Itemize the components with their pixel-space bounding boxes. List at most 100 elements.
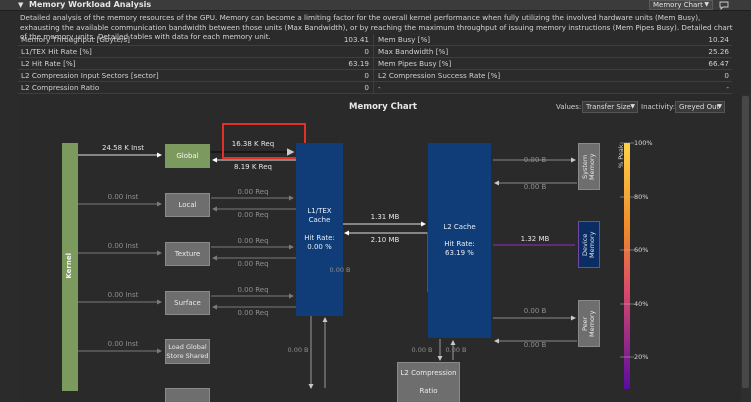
load-global-store-shared-node[interactable]: Load Global Store Shared: [165, 339, 210, 364]
legend-tick: 100%: [634, 139, 653, 147]
section-title[interactable]: Memory Workload Analysis: [29, 0, 152, 9]
metric-value: 0: [364, 83, 369, 92]
l1-down-value: 0.00 B: [329, 266, 351, 274]
table-row: L2 Compression Ratio 0 - -: [18, 82, 732, 94]
table-row: L2 Hit Rate [%] 63.19 Mem Pipes Busy [%]…: [18, 58, 732, 70]
global-node[interactable]: Global: [165, 144, 210, 168]
surface-node[interactable]: Surface: [165, 291, 210, 315]
req-texture-in-value: 0.00 Req: [237, 237, 269, 245]
l1-down-value-2: 0.00 B: [287, 346, 309, 354]
metric-value: 0: [724, 71, 729, 80]
metric-value: 63.19: [348, 59, 369, 68]
metric-value: -: [726, 83, 729, 92]
table-row: L1/TEX Hit Rate [%] 0 Max Bandwidth [%] …: [18, 46, 732, 58]
metric-label: L2 Compression Input Sectors [sector]: [21, 71, 159, 80]
l1-tex-cache-node[interactable]: L1/TEX Cache Hit Rate: 0.00 %: [296, 143, 343, 316]
values-dropdown-value: Transfer Size: [586, 103, 631, 111]
l2-compression-ratio-label: Ratio: [419, 387, 438, 395]
sys-in-value: 0.00 B: [523, 156, 547, 164]
l1-cache-title: L1/TEX Cache: [307, 207, 332, 224]
metric-label: Max Bandwidth [%]: [378, 47, 449, 56]
section-description: Detailed analysis of the memory resource…: [20, 13, 733, 41]
legend-tick: 80%: [634, 193, 649, 201]
system-memory-label: System Memory: [581, 153, 596, 181]
metric-label: Memory Throughput [Gbyte/s]: [21, 35, 130, 44]
device-memory-node[interactable]: Device Memory: [578, 221, 600, 268]
chevron-down-icon: ▼: [630, 103, 635, 110]
metric-label: L2 Compression Success Rate [%]: [378, 71, 501, 80]
inst-global-value: 24.58 K Inst: [102, 144, 144, 152]
metric-label: L2 Hit Rate [%]: [21, 59, 76, 68]
req-global-out-value: 8.19 K Req: [234, 163, 272, 171]
peer-out-value: 0.00 B: [523, 341, 547, 349]
chevron-down-icon: ▼: [717, 103, 722, 110]
metric-value: 10.24: [708, 35, 729, 44]
legend-tick: 20%: [634, 353, 649, 361]
l2-hit-rate-label: Hit Rate:: [444, 240, 475, 248]
view-dropdown-value: Memory Chart: [653, 1, 703, 9]
metric-value: 103.41: [343, 35, 369, 44]
l2c-in-value: 0.00 B: [411, 346, 433, 354]
l1-hit-rate-value: 0.00 %: [307, 243, 332, 251]
metric-value: 66.47: [708, 59, 729, 68]
metric-value: 0: [364, 47, 369, 56]
metric-value: 0: [364, 71, 369, 80]
values-dropdown[interactable]: Transfer Size ▼: [582, 101, 638, 113]
metric-value: 25.26: [708, 47, 729, 56]
metric-label: Mem Pipes Busy [%]: [378, 59, 452, 68]
highlight-box: [222, 123, 306, 159]
values-label: Values:: [556, 103, 582, 111]
peer-memory-node[interactable]: Peer Memory: [578, 300, 600, 347]
inst-texture-value: 0.00 Inst: [107, 242, 139, 250]
local-node[interactable]: Local: [165, 193, 210, 217]
legend-title: % Peak: [617, 144, 625, 168]
l2-compression-node[interactable]: L2 Compression Ratio: [397, 362, 460, 402]
inst-local-value: 0.00 Inst: [107, 193, 139, 201]
device-memory-label: Device Memory: [581, 231, 596, 259]
req-surface-out-value: 0.00 Req: [237, 309, 269, 317]
l1-to-l2-value: 1.31 MB: [370, 213, 400, 221]
l2-cache-title: L2 Cache: [443, 223, 476, 231]
chart-title: Memory Chart: [349, 102, 417, 112]
inst-loadglobal-value: 0.00 Inst: [107, 340, 139, 348]
chevron-down-icon: ▼: [704, 1, 709, 8]
req-texture-out-value: 0.00 Req: [237, 260, 269, 268]
req-local-in-value: 0.00 Req: [237, 188, 269, 196]
system-memory-node[interactable]: System Memory: [578, 143, 600, 190]
inactivity-label: Inactivity:: [641, 103, 676, 111]
next-unit-node[interactable]: [165, 388, 210, 402]
inactivity-dropdown-value: Greyed Out: [679, 103, 720, 111]
peer-in-value: 0.00 B: [523, 307, 547, 315]
table-row: Memory Throughput [Gbyte/s] 103.41 Mem B…: [18, 34, 732, 46]
l2c-out-value: 0.00 B: [445, 346, 467, 354]
kernel-label: Kernel: [65, 253, 73, 279]
comment-icon[interactable]: [719, 0, 729, 11]
kernel-node[interactable]: Kernel: [62, 143, 78, 391]
inactivity-dropdown[interactable]: Greyed Out ▼: [675, 101, 725, 113]
metric-label: L1/TEX Hit Rate [%]: [21, 47, 92, 56]
sys-out-value: 0.00 B: [523, 183, 547, 191]
view-dropdown[interactable]: Memory Chart ▼: [649, 0, 713, 10]
legend-tick: 60%: [634, 246, 649, 254]
texture-node[interactable]: Texture: [165, 242, 210, 266]
scrollbar-thumb[interactable]: [742, 96, 749, 388]
metric-label: Mem Busy [%]: [378, 35, 431, 44]
section-header: [0, 0, 751, 11]
inst-surface-value: 0.00 Inst: [107, 291, 139, 299]
l2-compression-label: L2 Compression: [400, 369, 457, 377]
legend-tick: 40%: [634, 300, 649, 308]
l1-hit-rate-label: Hit Rate:: [304, 234, 335, 242]
metric-label: -: [378, 83, 381, 92]
l2-cache-node[interactable]: L2 Cache Hit Rate: 63.19 %: [428, 143, 491, 338]
device-value: 1.32 MB: [520, 235, 550, 243]
l2-hit-rate-value: 63.19 %: [445, 249, 474, 257]
table-row: L2 Compression Input Sectors [sector] 0 …: [18, 70, 732, 82]
peer-memory-label: Peer Memory: [581, 310, 596, 338]
collapse-triangle-icon[interactable]: ▼: [18, 1, 24, 9]
req-surface-in-value: 0.00 Req: [237, 286, 269, 294]
l2-to-l1-value: 2.10 MB: [370, 236, 400, 244]
metric-label: L2 Compression Ratio: [21, 83, 100, 92]
req-local-out-value: 0.00 Req: [237, 211, 269, 219]
req-global-in-value: 16.38 K Req: [231, 140, 275, 148]
